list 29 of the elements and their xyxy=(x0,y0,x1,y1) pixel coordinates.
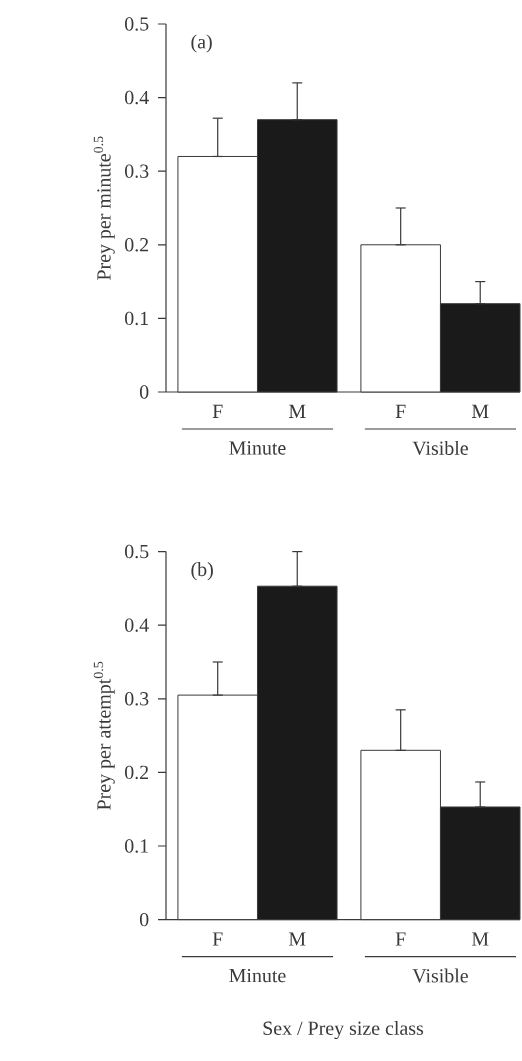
chart-title: (b) xyxy=(191,562,213,581)
y-tick-label: 0.4 xyxy=(125,618,149,632)
y-tick-label: 0.4 xyxy=(125,90,149,105)
x-tick-label: F xyxy=(395,404,406,418)
y-tick-label: 0 xyxy=(139,912,149,927)
y-tick-label: 0.5 xyxy=(125,544,149,559)
x-tick-label: F xyxy=(212,932,223,946)
y-axis-title: Prey per minute$^{0.5}$ xyxy=(93,136,115,281)
y-tick-label: 0.1 xyxy=(125,839,148,853)
x-tick-label: F xyxy=(395,932,406,946)
x-axis-title: Sex / Prey size class xyxy=(263,1020,424,1040)
x-tick-label: M xyxy=(288,404,306,418)
y-tick-label: 0.1 xyxy=(125,311,148,326)
x-tick-label: M xyxy=(471,932,489,946)
y-tick-label: 0.5 xyxy=(125,17,149,31)
chart-title: (a) xyxy=(191,34,212,53)
x-tick-label: F xyxy=(212,404,223,418)
y-tick-label: 0 xyxy=(139,385,149,399)
text: Visible xyxy=(412,440,468,456)
y-tick-label: 0.3 xyxy=(125,164,149,178)
y-tick-label: 0.3 xyxy=(125,692,149,706)
y-tick-label: 0.2 xyxy=(125,238,149,252)
x-tick-label: M xyxy=(471,404,489,418)
text: Minute xyxy=(229,968,286,983)
y-tick-label: 0.2 xyxy=(125,765,149,780)
y-axis-title: Prey per attempt$^{0.5}$ xyxy=(93,661,115,810)
x-tick-label: M xyxy=(288,932,306,946)
text: Visible xyxy=(412,968,468,983)
text: Minute xyxy=(229,441,286,455)
